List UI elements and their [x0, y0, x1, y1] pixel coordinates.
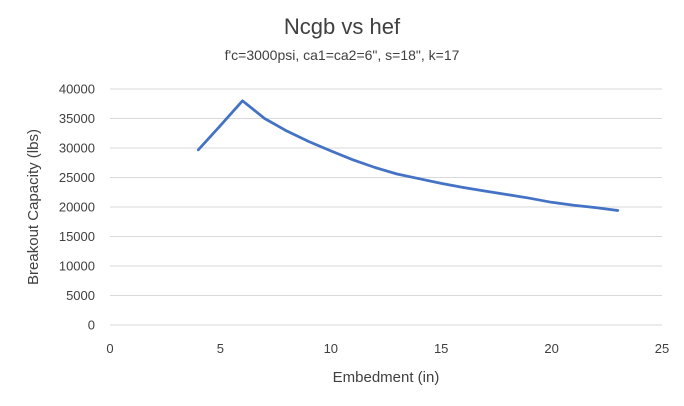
data-point — [484, 190, 486, 192]
y-axis-label: Breakout Capacity (lbs) — [25, 129, 42, 285]
data-point — [573, 204, 575, 206]
data-point — [595, 207, 597, 209]
chart-title: Ncgb vs hef — [284, 14, 401, 39]
y-tick-label: 0 — [88, 318, 95, 333]
gridlines — [110, 88, 662, 326]
series-line-0 — [196, 99, 620, 212]
y-tick-label: 15000 — [59, 229, 95, 244]
data-point — [352, 159, 354, 161]
y-tick-label: 30000 — [59, 141, 95, 156]
data-point — [617, 210, 619, 212]
data-point — [241, 100, 243, 102]
data-point — [264, 118, 266, 120]
y-tick-label: 10000 — [59, 259, 95, 274]
data-point — [418, 178, 420, 180]
y-tick-label: 5000 — [66, 288, 95, 303]
data-point — [308, 141, 310, 143]
x-tick-label: 0 — [106, 341, 113, 356]
y-tick-label: 20000 — [59, 200, 95, 215]
data-point — [440, 182, 442, 184]
data-point — [396, 173, 398, 175]
x-axis-label: Embedment (in) — [333, 369, 440, 386]
data-point — [506, 194, 508, 196]
data-point — [551, 201, 553, 203]
data-point — [330, 150, 332, 152]
x-tick-label: 5 — [217, 341, 224, 356]
y-tick-label: 40000 — [59, 82, 95, 97]
x-axis-ticks: 0 5 10 15 20 25 — [106, 341, 669, 356]
data-point — [219, 125, 221, 127]
x-tick-label: 20 — [544, 341, 558, 356]
data-point — [374, 166, 376, 168]
data-point — [197, 149, 199, 151]
x-tick-label: 15 — [434, 341, 448, 356]
x-tick-label: 25 — [655, 341, 669, 356]
y-axis-ticks: 0 5000 10000 15000 20000 25000 30000 35000 40000 — [59, 82, 95, 333]
x-tick-label: 10 — [324, 341, 338, 356]
data-point — [529, 197, 531, 199]
y-tick-label: 25000 — [59, 170, 95, 185]
data-point — [462, 187, 464, 189]
data-point — [286, 130, 288, 132]
chart-subtitle: f'c=3000psi, ca1=ca2=6", s=18", k=17 — [225, 47, 460, 63]
y-tick-label: 35000 — [59, 111, 95, 126]
series-group — [196, 99, 620, 212]
